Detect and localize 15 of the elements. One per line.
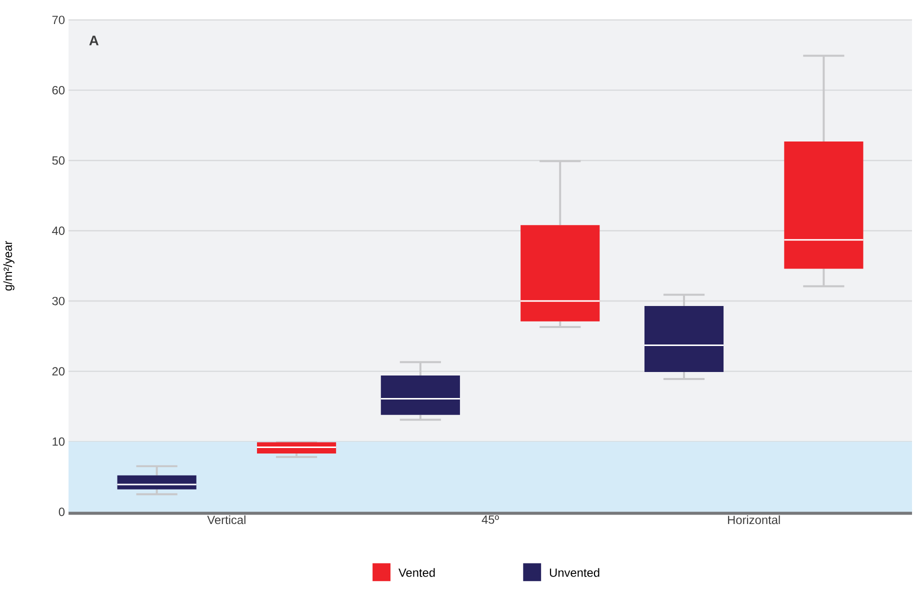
x-tick-label: Vertical xyxy=(207,516,246,524)
y-tick-label: 40 xyxy=(52,226,65,236)
y-axis-title: g/m²/year xyxy=(3,241,14,291)
legend-label: Vented xyxy=(398,568,435,578)
y-tick-label: 60 xyxy=(52,86,65,95)
x-tick-label: Horizontal xyxy=(728,516,780,524)
y-tick-label: 70 xyxy=(52,16,65,24)
y-tick-label: 30 xyxy=(52,297,65,306)
x-tick-label: 45º xyxy=(482,516,499,524)
legend-label: Unvented xyxy=(550,568,600,578)
y-tick-label: 10 xyxy=(52,438,65,446)
annotation: A xyxy=(89,36,99,46)
y-tick-label: 0 xyxy=(58,508,65,516)
y-tick-label: 20 xyxy=(52,367,65,376)
y-tick-label: 50 xyxy=(52,156,65,165)
